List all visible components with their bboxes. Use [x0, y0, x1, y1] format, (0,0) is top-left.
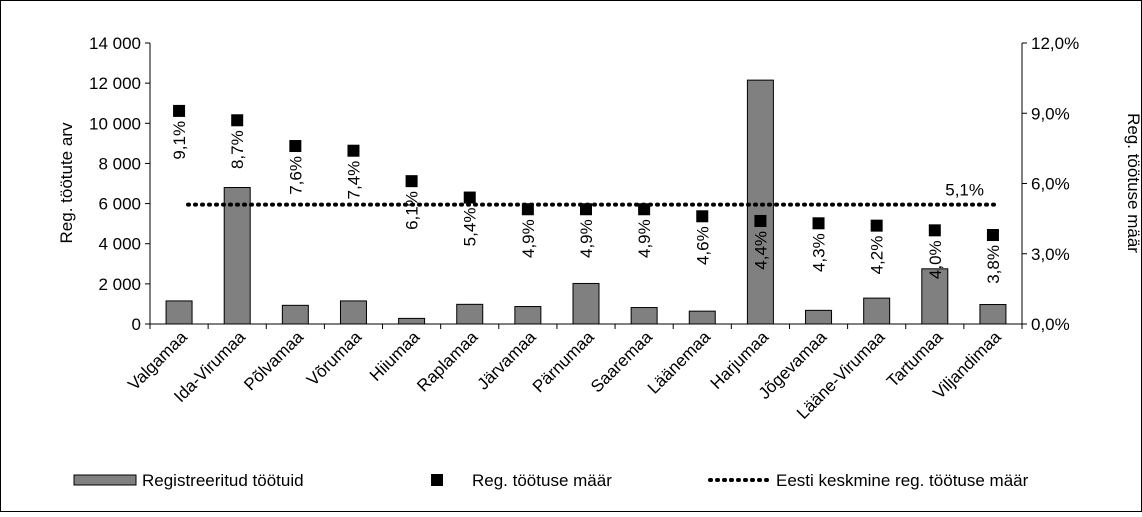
rate-marker [347, 144, 360, 157]
y2-tick-label: 3,0% [1031, 245, 1070, 264]
bar [281, 304, 309, 325]
y-tick-label: 0 [132, 315, 141, 334]
y2-tick-label: 6,0% [1031, 175, 1070, 194]
y2-axis-title: Reg. töötuse määr [1124, 113, 1142, 253]
bar [746, 79, 774, 325]
rate-marker [986, 229, 999, 242]
bar [688, 310, 716, 325]
rate-marker [812, 217, 825, 230]
bar [339, 300, 367, 325]
bar [572, 282, 600, 325]
rate-marker [580, 203, 592, 216]
rate-data-label: 4,2% [868, 236, 887, 275]
rate-data-label: 4,0% [926, 240, 945, 279]
y-tick-label: 12 000 [89, 74, 141, 93]
rate-marker [696, 210, 709, 223]
rate-marker [173, 104, 186, 117]
rate-marker [463, 191, 476, 204]
rate-data-label: 6,1% [403, 191, 422, 230]
average-line-label: 5,1% [945, 181, 984, 200]
bar [979, 304, 1007, 325]
legend-label: Registreeritud töötuid [142, 471, 304, 490]
y-tick-label: 10 000 [89, 114, 141, 133]
rate-data-label: 3,8% [984, 245, 1003, 284]
rate-marker [405, 175, 418, 188]
y2-tick-label: 0,0% [1031, 315, 1070, 334]
rate-data-label: 4,9% [577, 219, 596, 258]
y-tick-label: 4 000 [98, 235, 141, 254]
bar [514, 306, 542, 325]
rate-data-label: 4,3% [810, 233, 829, 272]
legend-bar-swatch [73, 474, 137, 486]
rate-data-label: 4,4% [751, 231, 770, 270]
rate-marker [754, 214, 767, 227]
rate-marker [928, 224, 941, 237]
rate-marker [638, 203, 651, 216]
rate-data-label: 7,4% [344, 161, 363, 200]
rate-data-label: 4,9% [635, 219, 654, 258]
y-axis-title: Reg. töötute arv [57, 122, 76, 243]
rate-data-label: 8,7% [228, 130, 247, 169]
bar [921, 268, 949, 325]
legend-label: Eesti keskmine reg. töötuse määr [776, 471, 1029, 490]
rate-marker [521, 203, 534, 216]
bar [863, 297, 891, 325]
y2-tick-label: 12,0% [1031, 34, 1079, 53]
bar [398, 317, 426, 325]
legend-marker-swatch [431, 474, 443, 486]
rate-data-label: 7,6% [286, 156, 305, 195]
bar [456, 303, 484, 325]
y-tick-label: 14 000 [89, 34, 141, 53]
legend: Registreeritud töötuid Reg. töötuse määr E… [73, 471, 1029, 490]
rate-data-label: 4,6% [693, 226, 712, 265]
rate-marker [231, 114, 244, 127]
bar [805, 309, 833, 325]
rate-data-label: 9,1% [170, 121, 189, 160]
rate-data-label: 4,9% [519, 219, 538, 258]
rate-marker [289, 140, 302, 153]
rate-data-label: 5,4% [461, 208, 480, 247]
y-tick-label: 8 000 [98, 154, 141, 173]
y-tick-label: 6 000 [98, 195, 141, 214]
rate-marker [870, 219, 883, 232]
bar [630, 307, 658, 325]
y-tick-label: 2 000 [98, 275, 141, 294]
bar [165, 300, 193, 325]
legend-label: Reg. töötuse määr [472, 471, 612, 490]
y2-tick-label: 9,0% [1031, 104, 1070, 123]
bar [223, 187, 251, 325]
